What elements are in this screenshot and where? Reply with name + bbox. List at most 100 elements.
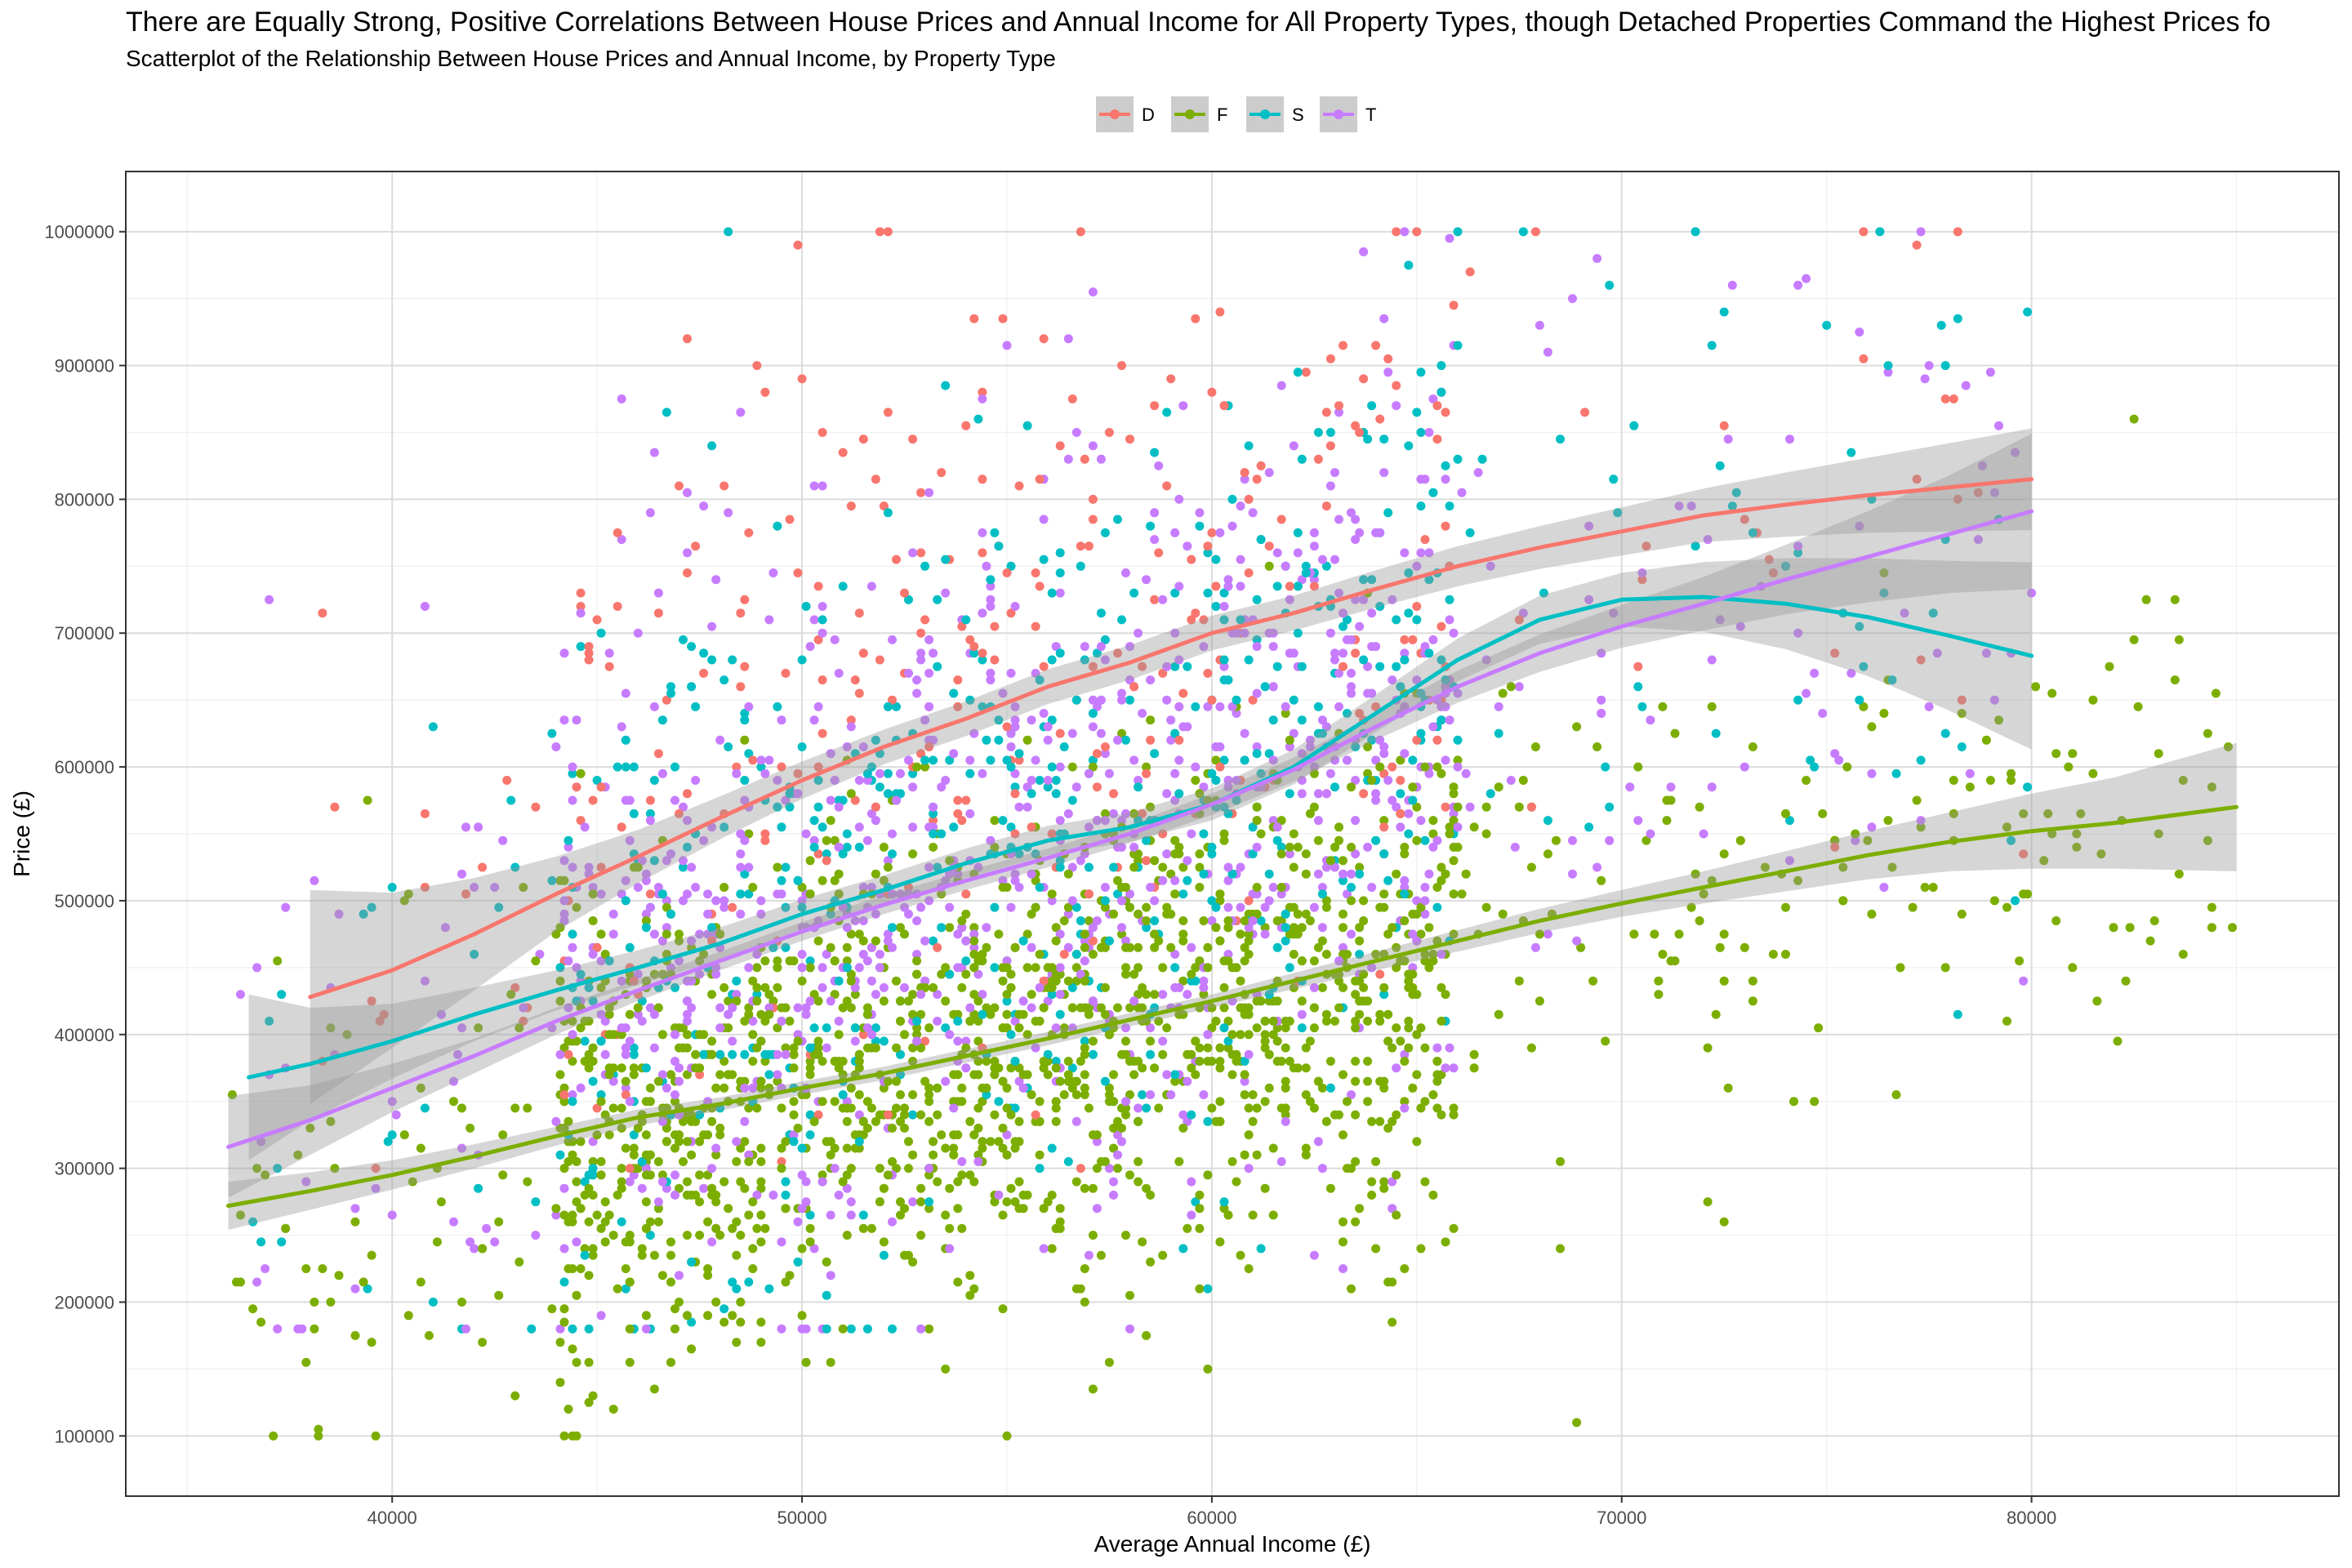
point-F (801, 1090, 811, 1099)
point-F (1629, 929, 1639, 939)
point-F (1071, 1284, 1081, 1294)
point-T (764, 1003, 774, 1013)
point-S (850, 1023, 860, 1033)
point-D (1953, 227, 1962, 237)
point-D (838, 448, 848, 457)
point-T (617, 722, 626, 732)
point-F (817, 1097, 827, 1107)
point-F (588, 1190, 598, 1200)
point-T (789, 1130, 799, 1140)
point-S (596, 1090, 606, 1099)
point-F (608, 1103, 618, 1113)
point-D (1248, 695, 1258, 705)
point-F (866, 1223, 876, 1233)
point-F (1195, 1057, 1205, 1066)
point-T (1309, 982, 1319, 992)
point-T (862, 776, 872, 785)
point-T (1178, 1110, 1188, 1120)
point-T (1707, 655, 1717, 665)
point-F (326, 1297, 336, 1307)
point-F (621, 1076, 630, 1086)
point-T (1977, 461, 1987, 470)
point-T (261, 1264, 270, 1273)
point-T (801, 829, 811, 839)
point-F (584, 1357, 594, 1367)
point-D (695, 1070, 705, 1080)
point-F (1051, 969, 1061, 979)
point-T (1432, 835, 1442, 845)
point-F (998, 1143, 1008, 1153)
point-F (588, 1156, 598, 1166)
point-D (1325, 441, 1335, 451)
point-D (1408, 635, 1418, 644)
point-T (888, 1217, 897, 1227)
point-S (1264, 869, 1274, 879)
point-T (1113, 1130, 1122, 1140)
point-T (973, 862, 983, 872)
point-F (1191, 776, 1200, 785)
point-T (1227, 702, 1237, 711)
point-F (854, 1090, 864, 1099)
point-F (908, 849, 918, 859)
point-T (420, 976, 430, 986)
point-F (896, 1016, 905, 1026)
point-S (649, 856, 659, 866)
point-T (625, 1177, 635, 1187)
point-D (817, 428, 827, 437)
point-F (1014, 1177, 1024, 1187)
point-T (1268, 755, 1278, 765)
point-S (822, 1023, 831, 1033)
point-T (744, 1150, 754, 1160)
point-T (1014, 1076, 1024, 1086)
point-S (1150, 749, 1160, 759)
point-T (986, 675, 996, 685)
point-T (1851, 835, 1860, 845)
point-S (1379, 849, 1389, 859)
point-F (896, 996, 905, 1006)
point-F (633, 1123, 643, 1133)
point-F (1400, 1057, 1410, 1066)
point-F (2051, 749, 2061, 759)
point-F (641, 1150, 651, 1160)
point-D (699, 668, 709, 678)
point-T (908, 548, 918, 558)
point-T (1146, 1023, 1156, 1033)
point-T (1281, 1116, 1290, 1126)
point-F (641, 1130, 651, 1140)
point-F (1469, 1049, 1479, 1059)
point-F (1138, 982, 1147, 992)
point-F (1432, 1057, 1442, 1066)
point-S (949, 822, 959, 832)
point-S (470, 950, 479, 959)
point-T (1400, 1103, 1410, 1113)
point-T (1420, 896, 1430, 906)
point-F (773, 862, 782, 872)
point-T (637, 856, 647, 866)
point-T (1276, 1156, 1286, 1166)
point-F (1367, 1190, 1377, 1200)
point-D (871, 474, 880, 484)
point-F (1449, 856, 1459, 866)
point-S (1453, 227, 1463, 237)
point-D (1006, 608, 1016, 618)
point-F (572, 902, 581, 912)
point-F (1400, 916, 1410, 925)
point-F (617, 1063, 626, 1073)
point-T (1174, 702, 1184, 711)
point-F (1211, 1116, 1221, 1126)
point-T (809, 715, 819, 725)
point-S (612, 762, 622, 772)
point-S (1170, 963, 1180, 973)
point-F (1121, 942, 1130, 952)
point-F (1437, 768, 1446, 778)
point-F (929, 982, 938, 992)
point-F (1461, 869, 1471, 879)
point-T (1162, 789, 1172, 799)
point-F (973, 1123, 983, 1133)
point-T (1027, 776, 1036, 785)
point-D (1067, 394, 1077, 403)
point-F (1321, 1116, 1331, 1126)
point-D (683, 789, 692, 799)
point-F (1154, 1016, 1164, 1026)
point-S (817, 615, 827, 625)
